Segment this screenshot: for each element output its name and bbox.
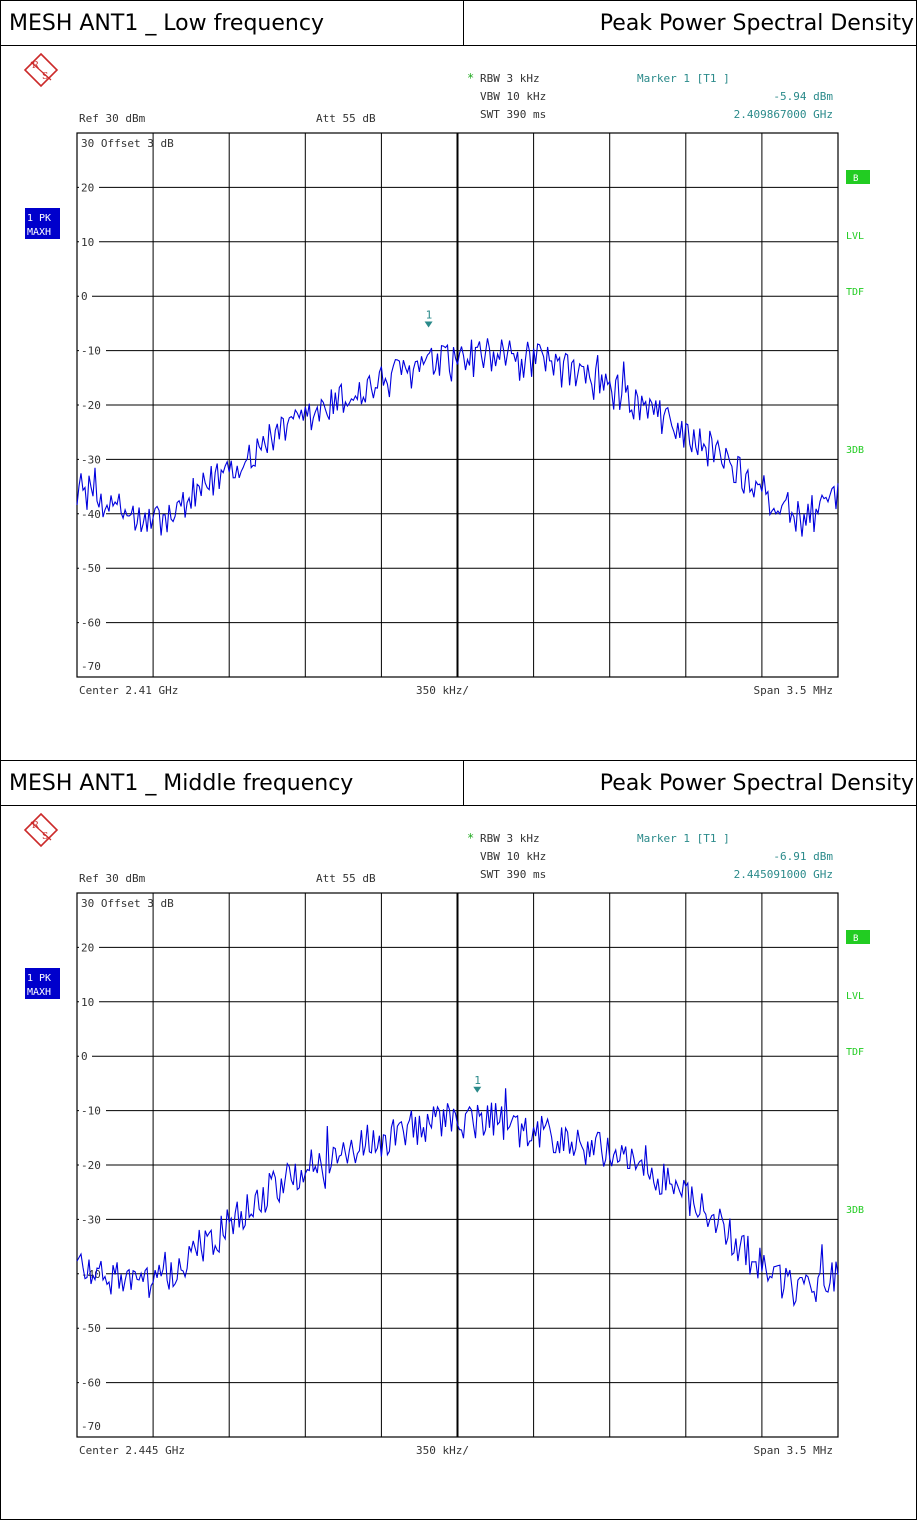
spectrum-svg: RS * RBW 3 kHz VBW 10 kHz SWT 390 ms Marker 1…: [23, 812, 870, 1457]
swt-label: SWT 390 ms: [480, 108, 546, 121]
span-label: Span 3.5 MHz: [754, 1444, 833, 1457]
side-tdf: TDF: [846, 1047, 864, 1058]
y-tick-label: -60: [81, 1377, 101, 1390]
trace-mode-1: 1 PK: [27, 213, 51, 224]
plot1-title: MESH ANT1 _ Low frequency: [0, 0, 464, 46]
svg-text:S: S: [42, 72, 48, 82]
plot1-subtitle: Peak Power Spectral Density: [463, 0, 917, 46]
per-division: 350 kHz/: [416, 684, 469, 697]
plot2-title: MESH ANT1 _ Middle frequency: [0, 760, 464, 806]
svg-text:R: R: [32, 61, 39, 71]
y-tick-label: -50: [81, 1322, 101, 1335]
y-tick-label: 20: [81, 941, 94, 954]
rs-logo-icon: RS: [23, 812, 59, 848]
y-tick-label: -30: [81, 453, 101, 466]
marker-triangle: [424, 321, 433, 328]
plot2-subtitle: Peak Power Spectral Density: [463, 760, 917, 806]
marker-number: 1: [474, 1074, 481, 1087]
rs-logo-icon: RS: [23, 52, 59, 88]
marker-level: -5.94 dBm: [773, 90, 833, 103]
trace-badge: [25, 208, 60, 239]
side-3db: 3DB: [846, 1205, 864, 1216]
y-tick-label: 20: [81, 181, 94, 194]
center-frequency: Center 2.445 GHz: [79, 1444, 185, 1457]
vbw-label: VBW 10 kHz: [480, 90, 546, 103]
side-b: B: [853, 174, 858, 184]
side-b-badge: [846, 930, 870, 944]
side-b-badge: [846, 170, 870, 184]
trace-mode-2: MAXH: [27, 987, 51, 998]
marker-frequency: 2.445091000 GHz: [734, 868, 833, 881]
rbw-label: RBW 3 kHz: [480, 832, 540, 845]
y-tick-label: 10: [81, 996, 94, 1009]
spectrum-plot-middle: R S * RBW 3 kHz VBW 10 kHz SWT 390 ms Marker 1…: [1, 806, 916, 1519]
ref-level: Ref 30 dBm: [79, 872, 146, 885]
trace-badge: [25, 968, 60, 999]
trace-mode-1: 1 PK: [27, 973, 51, 984]
swt-label: SWT 390 ms: [480, 868, 546, 881]
side-b: B: [853, 934, 858, 944]
trace-mode-2: MAXH: [27, 227, 51, 238]
offset-label: 30 Offset 3 dB: [81, 897, 174, 910]
spectrum-plot-low: R S * RBW 3 kHz VBW 10 kHz SWT 390 ms Marker 1…: [1, 46, 916, 760]
marker-triangle: [473, 1086, 482, 1093]
side-tdf: TDF: [846, 287, 864, 298]
y-tick-label: -10: [81, 345, 101, 358]
y-tick-label: 10: [81, 236, 94, 249]
trace-line: [76, 338, 839, 537]
svg-text:R: R: [32, 821, 39, 831]
center-frequency: Center 2.41 GHz: [79, 684, 178, 697]
plot-grid: [76, 132, 839, 678]
marker-frequency: 2.409867000 GHz: [734, 108, 833, 121]
y-tick-label: -40: [81, 508, 101, 521]
rbw-label: RBW 3 kHz: [480, 72, 540, 85]
side-lvl: LVL: [846, 991, 864, 1002]
trace-line: [76, 1088, 839, 1308]
y-tick-label: -20: [81, 1159, 101, 1172]
y-tick-label: -20: [81, 399, 101, 412]
plot2-panel: R S * RBW 3 kHz VBW 10 kHz SWT 390 ms Marker 1…: [0, 805, 917, 1520]
y-tick-label: -10: [81, 1105, 101, 1118]
per-division: 350 kHz/: [416, 1444, 469, 1457]
attenuation: Att 55 dB: [316, 112, 376, 125]
plot-grid: [76, 892, 839, 1438]
rbw-star: *: [467, 71, 474, 85]
side-lvl: LVL: [846, 231, 864, 242]
y-tick-label: -50: [81, 562, 101, 575]
y-tick-label: -70: [81, 660, 101, 673]
svg-text:S: S: [42, 832, 48, 842]
ref-level: Ref 30 dBm: [79, 112, 146, 125]
offset-label: 30 Offset 3 dB: [81, 137, 174, 150]
marker-number: 1: [426, 309, 433, 322]
y-tick-label: -30: [81, 1213, 101, 1226]
vbw-label: VBW 10 kHz: [480, 850, 546, 863]
spectrum-svg: RS * RBW 3 kHz VBW 10 kHz SWT 390 ms Marker 1…: [23, 52, 870, 697]
attenuation: Att 55 dB: [316, 872, 376, 885]
marker-label: Marker 1 [T1 ]: [637, 832, 730, 845]
rbw-star: *: [467, 831, 474, 845]
marker-level: -6.91 dBm: [773, 850, 833, 863]
y-tick-label: 0: [81, 290, 88, 303]
y-tick-label: -60: [81, 617, 101, 630]
marker-label: Marker 1 [T1 ]: [637, 72, 730, 85]
y-tick-label: -70: [81, 1420, 101, 1433]
span-label: Span 3.5 MHz: [754, 684, 833, 697]
plot1-panel: R S * RBW 3 kHz VBW 10 kHz SWT 390 ms Marker 1…: [0, 45, 917, 761]
y-tick-label: 0: [81, 1050, 88, 1063]
side-3db: 3DB: [846, 445, 864, 456]
